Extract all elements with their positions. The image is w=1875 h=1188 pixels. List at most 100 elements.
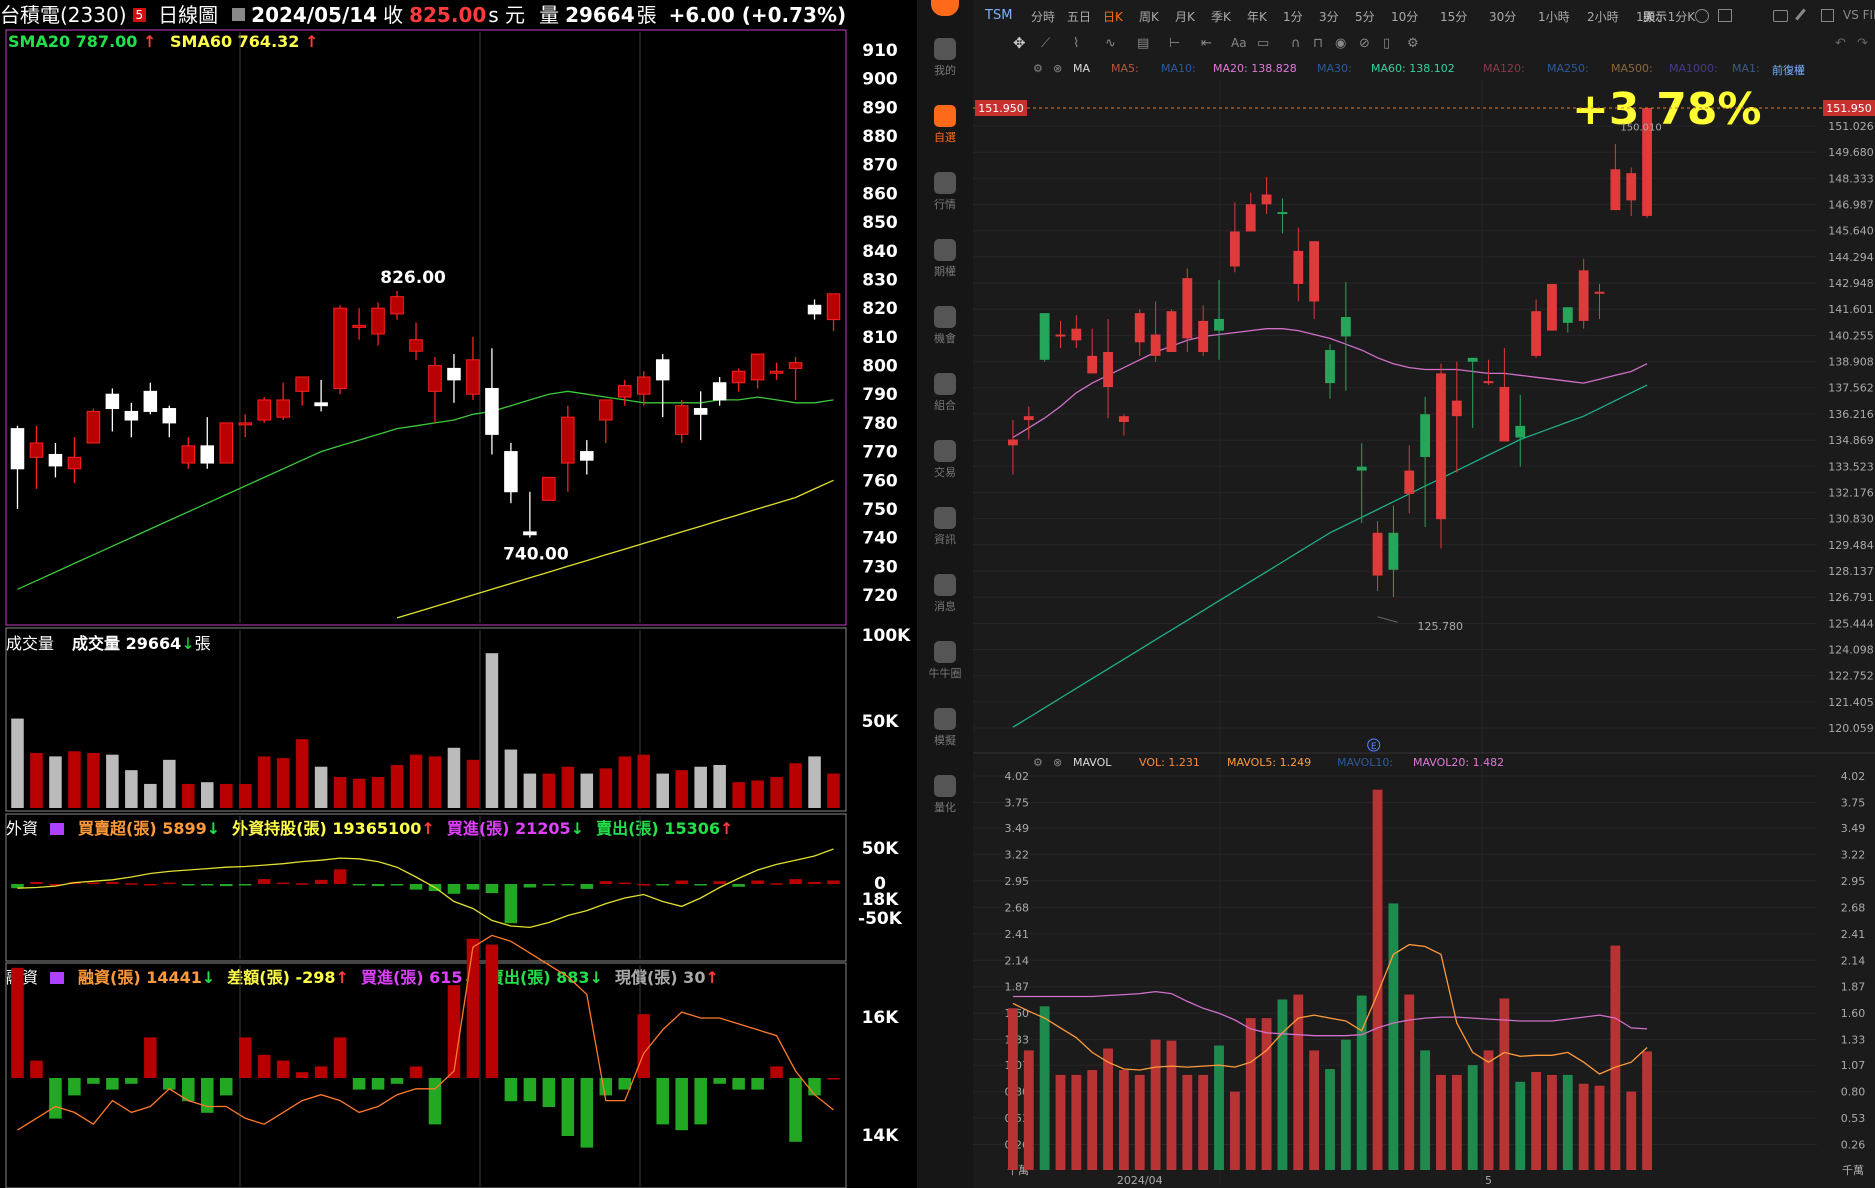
sidebar-item-0[interactable]: 我的 — [917, 38, 973, 78]
candle-body — [1531, 311, 1542, 356]
sidebar-item-6[interactable]: 交易 — [917, 440, 973, 480]
mavol-selector[interactable]: MAVOL — [1073, 756, 1112, 769]
timeframe-tab[interactable]: 2小時 — [1587, 10, 1619, 24]
candle-body — [1483, 381, 1494, 384]
foreign-net-bar — [295, 883, 309, 885]
sidebar-icon — [934, 373, 956, 395]
foreign-net-bar — [200, 884, 214, 886]
volume-unit: 張 — [636, 3, 657, 27]
timeframe-tab[interactable]: 1分 — [1283, 10, 1303, 24]
ma-settings-icon[interactable]: ⚙ — [1033, 62, 1043, 75]
timeframe-tab[interactable]: 五日 — [1067, 10, 1092, 24]
margin-diff-bar — [106, 1078, 119, 1090]
volume-tick-label-left: 3.22 — [1005, 848, 1030, 861]
vs-fii-label[interactable]: VS FII — [1843, 8, 1875, 22]
timeframe-tab[interactable]: 分時 — [1031, 10, 1056, 24]
sidebar-item-3[interactable]: 期權 — [917, 239, 973, 279]
price-tick-label: 138.908 — [1828, 356, 1874, 369]
timeframe-tab[interactable]: 1小時 — [1538, 10, 1570, 24]
timeframe-tab[interactable]: 5分 — [1355, 10, 1375, 24]
eye-icon[interactable]: ◉ — [1335, 36, 1347, 51]
margin-balance-arrow: ↓ — [201, 968, 216, 987]
ma-close-icon[interactable]: ⊗ — [1053, 62, 1063, 75]
expand-icon[interactable] — [1821, 9, 1834, 22]
margin-diff-bar — [694, 1078, 707, 1125]
wave-tool-icon[interactable]: ∿ — [1105, 36, 1116, 51]
undo-icon[interactable]: ↶ — [1835, 36, 1846, 51]
sidebar-label: 期權 — [934, 265, 956, 278]
sidebar-label: 資訊 — [934, 533, 956, 546]
foreign-net-bar — [618, 882, 632, 885]
taiwan-chart-panel: 台積電(2330) 5 日線圖 2024/05/14 收 825.00 s 元量 29664 張… — [0, 0, 916, 1188]
sidebar-item-7[interactable]: 資訊 — [917, 507, 973, 547]
hide-icon[interactable]: ⊘ — [1359, 36, 1370, 51]
volume-bar — [770, 777, 783, 808]
volume-panel-unit: 張 — [194, 634, 211, 653]
sidebar-item-10[interactable]: 模擬 — [917, 708, 973, 748]
volume-bar — [1214, 1045, 1224, 1170]
vol-settings-icon[interactable]: ⚙ — [1033, 756, 1043, 769]
timeframe-tab[interactable]: 周K — [1139, 10, 1159, 24]
price-tick-label: 750 — [862, 500, 898, 520]
sidebar-item-4[interactable]: 機會 — [917, 306, 973, 346]
margin-sell-value: 賣出(張) 883 — [487, 968, 590, 987]
timeframe-tab[interactable]: 15分 — [1440, 10, 1468, 24]
settings-icon[interactable] — [1695, 9, 1709, 23]
list-icon[interactable] — [50, 972, 65, 984]
ma10-label: MA10: — [1161, 62, 1196, 75]
move-tool-icon[interactable]: ✥ — [1013, 34, 1026, 52]
volume-bar — [1245, 1018, 1256, 1170]
ma-selector[interactable]: MA — [1073, 62, 1091, 75]
redo-icon[interactable]: ↷ — [1857, 36, 1868, 51]
sidebar-item-11[interactable]: 量化 — [917, 775, 973, 815]
margin-diff-bar — [219, 1078, 233, 1096]
margin-diff-bar — [637, 1014, 651, 1078]
text-tool-icon[interactable]: Aa — [1231, 36, 1247, 50]
vol-close-icon[interactable]: ⊗ — [1053, 756, 1063, 769]
dropdown-icon[interactable] — [232, 8, 246, 21]
timeframe-tab[interactable]: 月K — [1175, 10, 1195, 24]
camera-icon[interactable] — [1773, 10, 1788, 22]
tsm-chart-svg: 151.026 149.680 148.333 146.987 145.640 144.2… — [973, 80, 1875, 1187]
sidebar-item-8[interactable]: 消息 — [917, 574, 973, 614]
ticker-label[interactable]: TSM — [985, 8, 1013, 23]
price-tick-label: 122.752 — [1828, 670, 1874, 683]
timeframe-tab[interactable]: 季K — [1211, 10, 1231, 24]
lock-icon[interactable]: ⊓ — [1313, 36, 1324, 51]
volume-bar — [1562, 1074, 1573, 1170]
adjusted-price-toggle[interactable]: 前復權 — [1772, 64, 1805, 77]
candle-body — [1245, 204, 1256, 232]
sidebar-item-5[interactable]: 組合 — [917, 373, 973, 413]
arrow-tool-icon[interactable]: ⇤ — [1201, 36, 1212, 51]
timeframe-tab[interactable]: 日K — [1103, 10, 1123, 24]
list-icon[interactable] — [50, 823, 65, 835]
timeframe-tab[interactable]: 年K — [1247, 10, 1267, 24]
timeframe-tab[interactable]: 1天：1分K — [1636, 10, 1696, 24]
polyline-tool-icon[interactable]: ⌇ — [1073, 36, 1080, 51]
line-tool-icon[interactable]: ⟋ — [1041, 36, 1051, 51]
candle-body — [1388, 532, 1399, 570]
volume-bar — [1103, 1048, 1113, 1170]
timeframe-tab[interactable]: 3分 — [1319, 10, 1339, 24]
magnet-icon[interactable]: ∩ — [1291, 36, 1301, 51]
fib-tool-icon[interactable]: ▤ — [1137, 36, 1150, 51]
volume-bar — [371, 777, 385, 808]
ma20-label: MA20: 138.828 — [1213, 62, 1297, 75]
pen-icon[interactable] — [1795, 8, 1806, 21]
trash-icon[interactable]: ▯ — [1383, 36, 1391, 51]
timeframe-tab[interactable]: 10分 — [1391, 10, 1419, 24]
sidebar-item-2[interactable]: 行情 — [917, 172, 973, 212]
volume-bar — [87, 752, 100, 808]
layout-icon[interactable] — [1718, 9, 1732, 22]
volume-bar — [182, 783, 195, 808]
foreign-hold-value: 外資持股(張) 19365100 — [232, 819, 422, 838]
sidebar-item-1[interactable]: 自選 — [917, 105, 973, 145]
display-button[interactable]: 顯示 — [1643, 10, 1668, 24]
sidebar-item-9[interactable]: 牛牛圈 — [917, 641, 973, 681]
ma60-line — [1012, 384, 1648, 728]
price-tick-label: 121.405 — [1828, 696, 1874, 709]
gear-icon[interactable]: ⚙ — [1407, 36, 1419, 51]
comment-tool-icon[interactable]: ▭ — [1257, 36, 1270, 51]
measure-tool-icon[interactable]: ⊢ — [1169, 36, 1181, 51]
timeframe-tab[interactable]: 30分 — [1489, 10, 1517, 24]
